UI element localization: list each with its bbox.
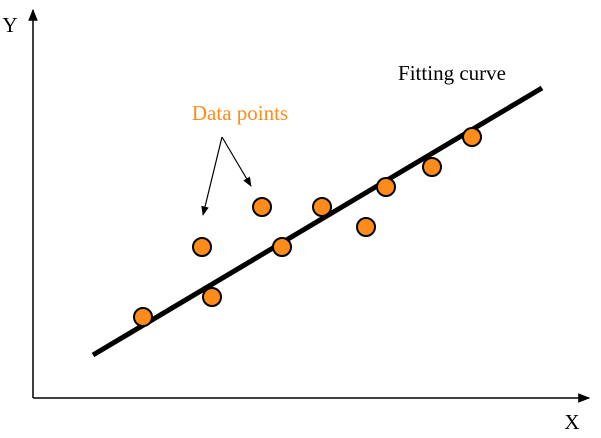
data-point xyxy=(252,197,272,217)
data-points xyxy=(133,127,482,327)
data-point xyxy=(312,197,332,217)
fitting-curve-label: Fitting curve xyxy=(398,61,506,85)
pointer-arrow xyxy=(221,136,252,187)
data-point xyxy=(376,177,396,197)
data-point xyxy=(133,307,153,327)
x-axis-label: X xyxy=(564,410,579,434)
y-axis-label: Y xyxy=(2,13,17,37)
data-points-label: Data points xyxy=(192,101,288,125)
data-point xyxy=(192,237,212,257)
pointer-arrow xyxy=(201,136,223,216)
data-point xyxy=(272,237,292,257)
data-point xyxy=(422,157,442,177)
data-point xyxy=(356,217,376,237)
data-point xyxy=(202,287,222,307)
data-point xyxy=(462,127,482,147)
